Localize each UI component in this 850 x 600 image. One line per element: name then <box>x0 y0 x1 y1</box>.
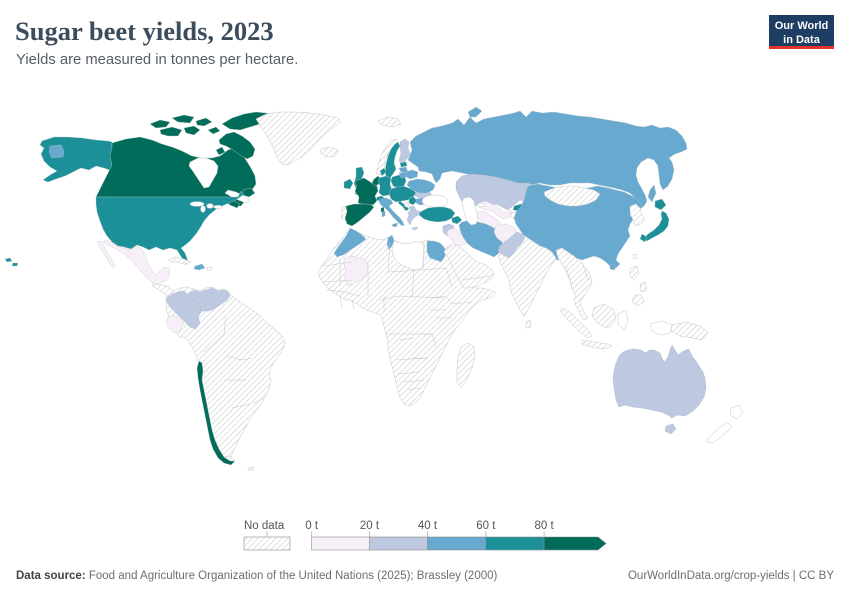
svg-text:20 t: 20 t <box>360 520 380 532</box>
svg-text:0 t: 0 t <box>305 520 319 532</box>
svg-text:60 t: 60 t <box>476 520 496 532</box>
svg-text:80 t: 80 t <box>535 520 555 532</box>
svg-text:No data: No data <box>244 520 285 532</box>
svg-text:40 t: 40 t <box>418 520 438 532</box>
